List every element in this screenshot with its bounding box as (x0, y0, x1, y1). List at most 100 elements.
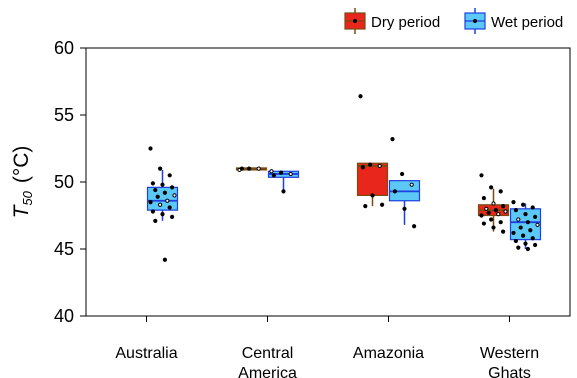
data-point (521, 233, 526, 238)
x-tick-label-3-0: Western (480, 345, 539, 362)
box-0-1 (235, 166, 268, 173)
data-point-highlight (517, 218, 520, 221)
data-point (528, 228, 533, 233)
series-1 (146, 137, 542, 262)
data-point (491, 225, 496, 230)
data-point (523, 241, 528, 246)
data-point (479, 173, 484, 178)
data-point (380, 202, 385, 207)
y-axis-label: T50 (°C) (10, 146, 35, 219)
data-point (523, 212, 528, 217)
data-point-highlight (497, 213, 500, 216)
data-point (158, 166, 163, 171)
data-point-highlight (492, 202, 495, 205)
y-axis-label-subscript: 50 (20, 190, 35, 205)
data-point (170, 185, 175, 190)
legend-swatch-point (353, 19, 357, 23)
data-point (358, 94, 363, 99)
data-point (160, 182, 165, 187)
data-point (511, 230, 516, 236)
x-tick-label-3-1: Ghats (488, 365, 531, 378)
data-point (148, 200, 153, 205)
data-point (513, 208, 519, 213)
data-point (150, 181, 155, 186)
y-axis: 40 45 50 55 60 (54, 38, 86, 326)
data-point-highlight (257, 167, 260, 170)
data-point (160, 212, 165, 217)
box-0-2 (356, 94, 389, 209)
data-point (148, 146, 153, 151)
data-point (247, 166, 252, 171)
x-tick-label-2-0: Amazonia (353, 345, 424, 362)
data-point-highlight (536, 223, 539, 226)
data-point (516, 245, 521, 250)
data-point (392, 189, 397, 194)
legend: Dry period Wet period (344, 8, 563, 34)
series-0 (235, 94, 510, 234)
plot-area (85, 47, 571, 317)
data-point (513, 238, 519, 244)
data-point (493, 208, 498, 213)
data-point (489, 185, 494, 190)
y-tick-label-4: 60 (54, 38, 74, 58)
data-point-highlight (166, 199, 169, 202)
data-point (521, 202, 526, 207)
data-point-highlight (173, 194, 176, 197)
data-point-highlight (378, 164, 381, 168)
data-point (162, 257, 167, 262)
y-axis-label-main: T (10, 203, 33, 218)
y-tick-label-2: 50 (54, 172, 74, 192)
data-point (525, 220, 531, 225)
data-point-highlight (289, 172, 292, 176)
data-point (153, 187, 158, 193)
data-point (518, 225, 523, 230)
legend-label-0: Dry period (371, 14, 440, 31)
data-point-highlight (485, 207, 488, 210)
box-1-3 (509, 200, 542, 252)
legend-swatch-point (473, 19, 477, 23)
data-point (412, 224, 417, 229)
y-tick-label-0: 40 (54, 306, 74, 326)
data-point (150, 209, 155, 214)
data-point (501, 229, 506, 234)
data-point (400, 171, 405, 177)
data-point (167, 173, 172, 178)
data-point-highlight (410, 183, 413, 186)
x-tick-label-1-1: America (238, 365, 297, 378)
data-point (370, 193, 375, 198)
data-point-highlight (504, 210, 507, 213)
legend-item-1: Wet period (464, 8, 563, 34)
data-point (486, 210, 491, 215)
data-point (390, 137, 395, 142)
data-point (162, 190, 167, 195)
data-point (479, 213, 484, 218)
box-0-3 (477, 173, 510, 234)
x-axis: Australia Central America Amazonia Western Gh… (115, 316, 539, 378)
data-point (402, 206, 407, 211)
y-axis-label-unit: (°C) (10, 146, 33, 184)
data-point (481, 221, 486, 226)
data-point (360, 165, 365, 170)
data-point (498, 189, 503, 194)
y-tick-label-3: 55 (54, 105, 74, 125)
data-point (281, 189, 286, 194)
data-point-highlight (270, 170, 273, 173)
x-tick-label-1-0: Central (242, 345, 294, 362)
data-point (155, 194, 160, 199)
data-point (533, 214, 538, 219)
data-point (368, 162, 373, 167)
data-point (525, 246, 531, 252)
data-point (279, 170, 284, 175)
data-point-highlight (159, 203, 162, 206)
data-point (167, 205, 172, 210)
data-point (481, 195, 486, 201)
data-point (170, 214, 175, 219)
legend-item-0: Dry period (344, 8, 440, 34)
data-point (533, 242, 538, 248)
box-1-0 (146, 146, 179, 262)
x-tick-label-0-0: Australia (115, 345, 177, 362)
data-point (530, 236, 535, 241)
data-point (530, 205, 535, 210)
box-1-1 (267, 169, 300, 194)
box-body (146, 186, 179, 211)
